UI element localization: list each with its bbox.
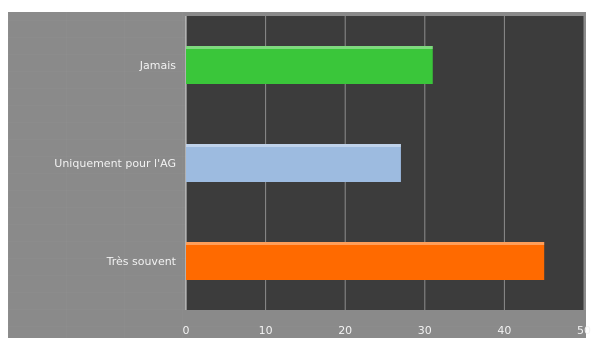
- category-label-uniquement-pour-l-ag: Uniquement pour l'AG: [54, 157, 176, 170]
- category-labels: Jamais Uniquement pour l'AG Très souvent: [54, 59, 176, 268]
- tick-label-10: 10: [259, 324, 273, 337]
- tick-label-20: 20: [338, 324, 352, 337]
- x-axis-tick-labels: 0 10 20 30 40 50: [183, 324, 592, 337]
- tick-label-50: 50: [577, 324, 591, 337]
- tick-label-40: 40: [497, 324, 511, 337]
- bar-highlight-jamais: [186, 46, 433, 49]
- category-label-jamais: Jamais: [139, 59, 176, 72]
- tick-label-0: 0: [183, 324, 190, 337]
- bar-tr-s-souvent: [186, 242, 545, 280]
- category-label-tr-s-souvent: Très souvent: [106, 255, 177, 268]
- bar-highlight-uniquement-pour-l-ag: [186, 144, 401, 147]
- bar-jamais: [186, 46, 433, 84]
- bar-highlight-tr-s-souvent: [186, 242, 545, 245]
- bars: [186, 46, 545, 280]
- bar-uniquement-pour-l-ag: [186, 144, 401, 182]
- tick-label-30: 30: [418, 324, 432, 337]
